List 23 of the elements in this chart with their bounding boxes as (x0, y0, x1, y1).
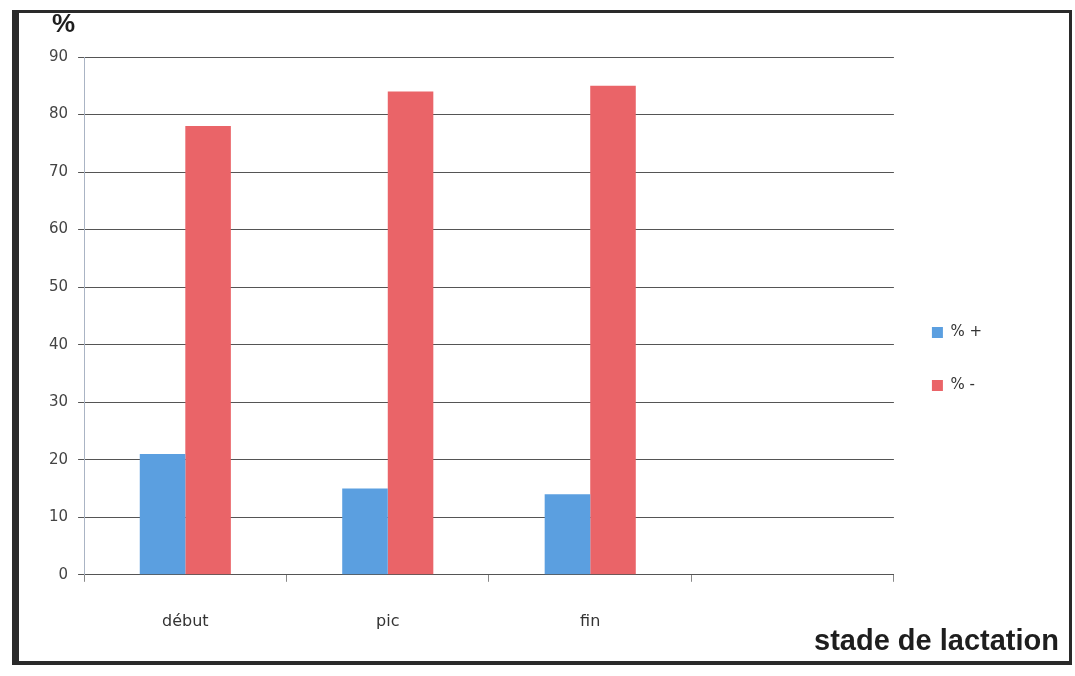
y-tick-label: 50 (48, 277, 69, 296)
y-tick-label: 10 (48, 507, 69, 526)
bar (139, 453, 186, 575)
bar (544, 494, 591, 575)
y-tick-label: 40 (48, 334, 69, 353)
x-tick-label: pic (376, 610, 400, 630)
x-tick-label: fin (580, 610, 601, 630)
bar (590, 85, 636, 575)
legend-label: % - (950, 375, 975, 394)
y-tick-label: 60 (48, 219, 69, 238)
y-tick-label: 0 (58, 564, 69, 583)
y-tick-label: 90 (48, 46, 69, 65)
y-tick-label: 30 (48, 392, 69, 411)
bar (342, 488, 388, 575)
y-tick-label: 80 (48, 104, 69, 123)
bar (185, 126, 231, 575)
y-axis-title: % (52, 8, 76, 39)
bar (387, 91, 434, 575)
x-axis-title: stade de lactation (814, 624, 1059, 657)
legend-label: % + (950, 322, 982, 341)
y-tick-label: 70 (48, 161, 69, 180)
x-tick-label: début (162, 610, 209, 630)
y-tick-label: 20 (48, 449, 69, 468)
